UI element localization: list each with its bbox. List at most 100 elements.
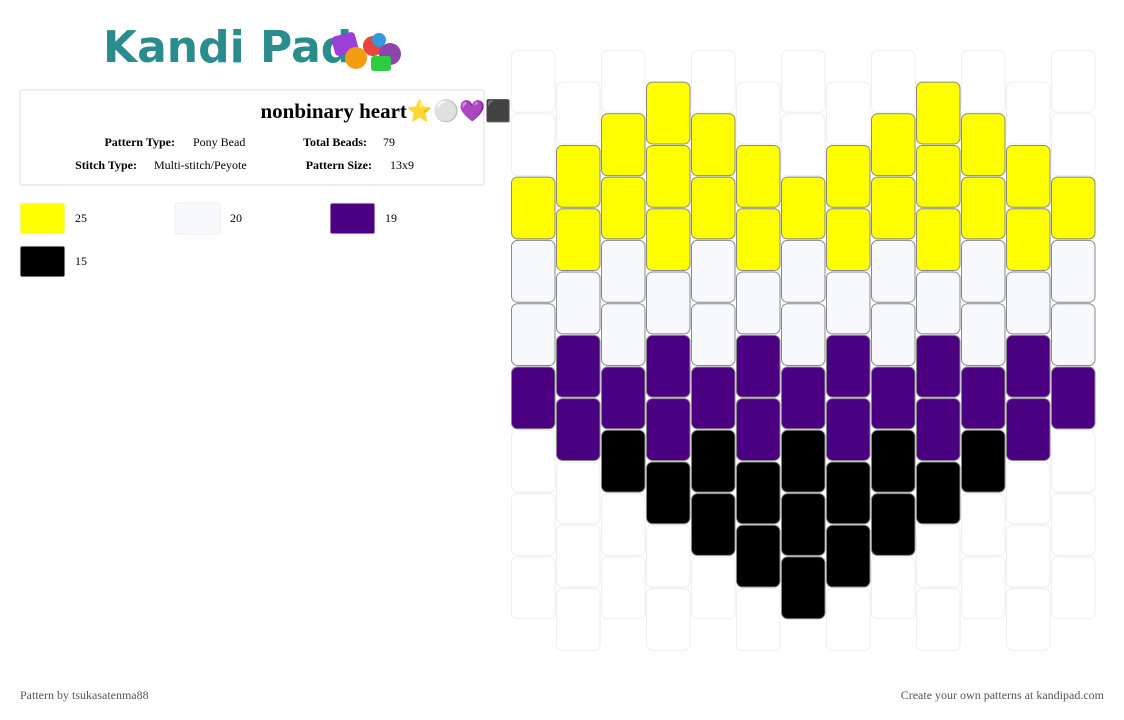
bead xyxy=(1006,144,1051,208)
bead xyxy=(601,113,646,177)
bead xyxy=(871,239,916,303)
field-value: 79 xyxy=(383,135,395,149)
legend-swatch xyxy=(174,202,221,235)
empty-bead xyxy=(1006,588,1051,651)
empty-bead xyxy=(1006,81,1051,145)
bead xyxy=(556,334,601,398)
bead xyxy=(691,429,736,493)
bead xyxy=(736,461,781,525)
bead xyxy=(601,366,646,430)
bead xyxy=(826,144,871,208)
empty-bead xyxy=(781,113,826,177)
bead xyxy=(826,461,871,525)
legend-swatch xyxy=(19,245,66,278)
field-label: Total Beads: xyxy=(303,135,367,149)
bead xyxy=(826,208,871,272)
bead xyxy=(871,176,916,240)
empty-bead xyxy=(601,50,646,113)
bead xyxy=(826,334,871,398)
empty-bead xyxy=(511,429,556,493)
bead xyxy=(691,366,736,430)
bead xyxy=(691,113,736,177)
empty-bead xyxy=(511,113,556,177)
empty-bead xyxy=(646,588,691,651)
bead xyxy=(781,366,826,430)
bead xyxy=(511,176,556,240)
bead xyxy=(826,271,871,335)
bead xyxy=(511,303,556,367)
bead xyxy=(1051,239,1096,303)
legend-count: 25 xyxy=(75,211,87,225)
bead xyxy=(601,176,646,240)
bead xyxy=(781,176,826,240)
empty-bead xyxy=(1006,524,1051,588)
legend-count: 20 xyxy=(230,211,242,225)
bead xyxy=(961,239,1006,303)
bead xyxy=(556,208,601,272)
bead xyxy=(916,461,961,525)
bead xyxy=(916,81,961,145)
bead xyxy=(736,144,781,208)
bead xyxy=(826,398,871,461)
bead xyxy=(916,208,961,272)
empty-bead xyxy=(691,50,736,113)
logo[interactable]: Kandi Pad xyxy=(103,22,352,73)
bead xyxy=(736,334,781,398)
logo-icon xyxy=(331,32,401,71)
bead xyxy=(916,144,961,208)
pattern-title: nonbinary heart⭐⚪💜⬛ xyxy=(260,98,511,123)
bead xyxy=(1051,303,1096,367)
bead xyxy=(916,334,961,398)
bead xyxy=(781,303,826,367)
bead xyxy=(1051,366,1096,430)
bead xyxy=(646,208,691,272)
empty-bead xyxy=(556,461,601,525)
empty-bead xyxy=(511,50,556,113)
bead xyxy=(871,303,916,367)
empty-bead xyxy=(961,50,1006,113)
bead xyxy=(646,81,691,145)
empty-bead xyxy=(826,588,871,651)
empty-bead xyxy=(601,556,646,620)
bead xyxy=(691,493,736,556)
bead xyxy=(1006,398,1051,461)
bead xyxy=(601,303,646,367)
empty-bead xyxy=(556,81,601,145)
field-label: Pattern Size: xyxy=(306,158,372,172)
empty-bead xyxy=(826,81,871,145)
empty-bead xyxy=(1051,113,1096,177)
bead xyxy=(556,271,601,335)
field-value: Multi-stitch/Peyote xyxy=(154,158,247,172)
bead xyxy=(646,334,691,398)
legend-swatch xyxy=(19,202,66,235)
legend-swatch xyxy=(329,202,376,235)
bead xyxy=(691,239,736,303)
bead xyxy=(961,303,1006,367)
footer-link[interactable]: Create your own patterns at kandipad.com xyxy=(901,688,1105,702)
bead xyxy=(961,176,1006,240)
field-value: 13x9 xyxy=(390,158,414,172)
bead xyxy=(736,208,781,272)
bead xyxy=(601,239,646,303)
bead xyxy=(781,556,826,620)
info-box xyxy=(19,89,485,186)
bead xyxy=(691,303,736,367)
empty-bead xyxy=(691,556,736,620)
empty-bead xyxy=(1051,50,1096,113)
bead xyxy=(871,429,916,493)
empty-bead xyxy=(736,588,781,651)
bead xyxy=(511,366,556,430)
bead xyxy=(961,113,1006,177)
empty-bead xyxy=(511,556,556,620)
legend-count: 19 xyxy=(385,211,397,225)
empty-bead xyxy=(1051,556,1096,620)
bead xyxy=(736,524,781,588)
bead xyxy=(1006,208,1051,272)
empty-bead xyxy=(556,524,601,588)
field-label: Stitch Type: xyxy=(75,158,137,172)
empty-bead xyxy=(781,50,826,113)
bead xyxy=(646,271,691,335)
bead xyxy=(556,144,601,208)
bead xyxy=(781,429,826,493)
